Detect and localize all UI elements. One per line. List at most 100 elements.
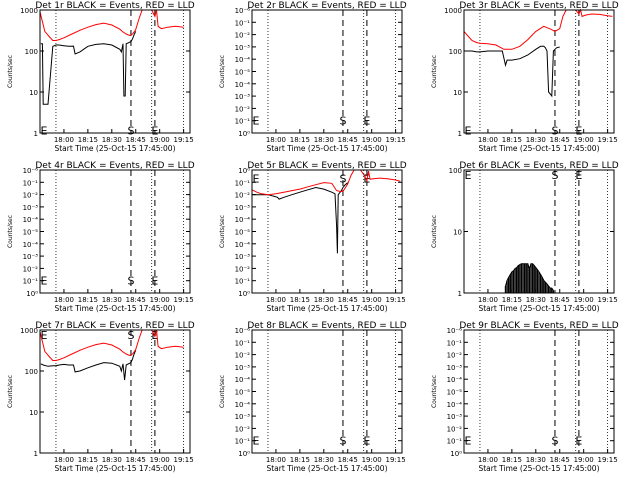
detector-panel-4: Det 4r BLACK = Events, RED = LLDSEE10⁰10… xyxy=(7,161,195,313)
x-tick-label: 19:15 xyxy=(174,296,194,304)
y-tick-label: 10⁻¹ xyxy=(235,438,251,446)
x-tick-label: 19:00 xyxy=(362,296,382,304)
x-tick-label: 18:15 xyxy=(78,456,98,464)
y-tick-label: 10⁻² xyxy=(235,352,251,360)
panel-title: Det 8r BLACK = Events, RED = LLD xyxy=(247,321,406,331)
y-tick-label: 10⁻² xyxy=(235,265,251,273)
x-axis-title: Start Time (25-Oct-15 17:45:00) xyxy=(478,144,599,153)
x-tick-label: 19:15 xyxy=(598,296,618,304)
panel-title: Det 9r BLACK = Events, RED = LLD xyxy=(459,321,618,331)
marker-label-s: S xyxy=(551,169,558,182)
y-tick-label: 10⁻⁵ xyxy=(235,228,251,236)
marker-label-e: E xyxy=(363,435,370,448)
y-tick-label: 10⁻⁴ xyxy=(235,81,251,89)
x-tick-label: 18:00 xyxy=(266,456,286,464)
y-tick-label: 10⁻² xyxy=(235,105,251,113)
panel-title: Det 3r BLACK = Events, RED = LLD xyxy=(459,1,618,11)
y-tick-label: 1000 xyxy=(20,7,38,15)
y-tick-label: 10⁻⁵ xyxy=(235,388,251,396)
y-tick-label: 10⁻² xyxy=(235,192,251,200)
detector-panel-9: Det 9r BLACK = Events, RED = LLDSEE10⁰10… xyxy=(431,321,619,473)
y-tick-label: 10⁻¹ xyxy=(235,19,251,27)
x-tick-label: 18:15 xyxy=(290,136,310,144)
y-tick-label: 10⁰ xyxy=(238,167,250,175)
x-tick-label: 18:30 xyxy=(102,296,122,304)
y-axis-title: Counts/sec xyxy=(7,55,14,88)
panel-title: Det 5r BLACK = Events, RED = LLD xyxy=(247,161,406,171)
y-tick-label: 10⁻⁴ xyxy=(23,241,39,249)
x-tick-label: 18:30 xyxy=(526,456,546,464)
panel-title: Det 7r BLACK = Events, RED = LLD xyxy=(35,321,194,331)
marker-label-start-e: E xyxy=(41,275,48,288)
x-tick-label: 18:45 xyxy=(550,296,570,304)
y-tick-label: 10⁰ xyxy=(238,130,250,138)
panel-title: Det 1r BLACK = Events, RED = LLD xyxy=(35,1,194,11)
y-tick-label: 10⁻¹ xyxy=(235,278,251,286)
series-lld-line xyxy=(463,8,613,50)
y-tick-label: 10⁻² xyxy=(23,192,39,200)
y-tick-label: 10⁻³ xyxy=(235,413,251,421)
x-tick-label: 18:30 xyxy=(314,296,334,304)
x-axis-title: Start Time (25-Oct-15 17:45:00) xyxy=(54,144,175,153)
y-tick-label: 10⁻¹ xyxy=(447,339,463,347)
y-axis-title: Counts/sec xyxy=(431,215,438,248)
x-axis-title: Start Time (25-Oct-15 17:45:00) xyxy=(266,144,387,153)
series-events-line xyxy=(464,45,560,98)
x-tick-label: 18:15 xyxy=(502,296,522,304)
marker-label-e: E xyxy=(575,435,582,448)
y-tick-label: 10⁻⁵ xyxy=(447,388,463,396)
y-tick-label: 10 xyxy=(453,229,462,237)
y-tick-label: 10⁻² xyxy=(235,32,251,40)
y-axis-title: Counts/sec xyxy=(219,375,226,408)
y-tick-label: 10⁻⁴ xyxy=(447,376,463,384)
x-tick-label: 19:15 xyxy=(598,456,618,464)
x-tick-label: 19:15 xyxy=(174,456,194,464)
y-tick-label: 10⁻³ xyxy=(235,93,251,101)
y-tick-label: 100 xyxy=(25,368,38,376)
series-envelope xyxy=(505,263,554,291)
x-tick-label: 19:00 xyxy=(362,456,382,464)
x-tick-label: 18:15 xyxy=(502,456,522,464)
y-tick-label: 10⁻² xyxy=(235,425,251,433)
x-axis-title: Start Time (25-Oct-15 17:45:00) xyxy=(266,304,387,313)
x-tick-label: 19:00 xyxy=(150,456,170,464)
y-tick-label: 10⁻³ xyxy=(447,413,463,421)
y-tick-label: 10⁰ xyxy=(450,450,462,458)
x-tick-label: 18:00 xyxy=(54,136,74,144)
y-tick-label: 1000 xyxy=(20,327,38,335)
y-tick-label: 100 xyxy=(449,167,462,175)
y-tick-label: 10⁰ xyxy=(238,290,250,298)
panel-title: Det 2r BLACK = Events, RED = LLD xyxy=(247,1,406,11)
x-tick-label: 18:45 xyxy=(126,456,146,464)
series-events-line xyxy=(252,182,349,254)
y-axis-title: Counts/sec xyxy=(7,215,14,248)
x-tick-label: 19:00 xyxy=(574,136,594,144)
y-tick-label: 10⁻² xyxy=(23,265,39,273)
y-tick-label: 10⁻⁵ xyxy=(23,228,39,236)
y-tick-label: 10⁻¹ xyxy=(235,118,251,126)
x-axis-title: Start Time (25-Oct-15 17:45:00) xyxy=(266,464,387,473)
y-tick-label: 10⁻⁶ xyxy=(235,327,251,335)
marker-label-s: S xyxy=(551,125,558,138)
y-tick-label: 10⁻⁴ xyxy=(235,401,251,409)
x-tick-label: 18:45 xyxy=(550,456,570,464)
x-tick-label: 18:45 xyxy=(550,136,570,144)
y-axis-title: Counts/sec xyxy=(431,375,438,408)
y-tick-label: 10⁻³ xyxy=(235,253,251,261)
x-tick-label: 18:45 xyxy=(126,136,146,144)
x-axis-title: Start Time (25-Oct-15 17:45:00) xyxy=(478,304,599,313)
y-tick-label: 10⁻⁴ xyxy=(235,216,251,224)
marker-label-s: S xyxy=(551,435,558,448)
x-tick-label: 19:00 xyxy=(574,296,594,304)
x-tick-label: 18:00 xyxy=(478,136,498,144)
marker-label-s: S xyxy=(127,125,134,138)
x-axis-title: Start Time (25-Oct-15 17:45:00) xyxy=(54,464,175,473)
x-tick-label: 18:30 xyxy=(314,456,334,464)
y-axis-title: Counts/sec xyxy=(219,215,226,248)
plot-frame xyxy=(39,329,191,454)
y-tick-label: 10⁻³ xyxy=(23,204,39,212)
